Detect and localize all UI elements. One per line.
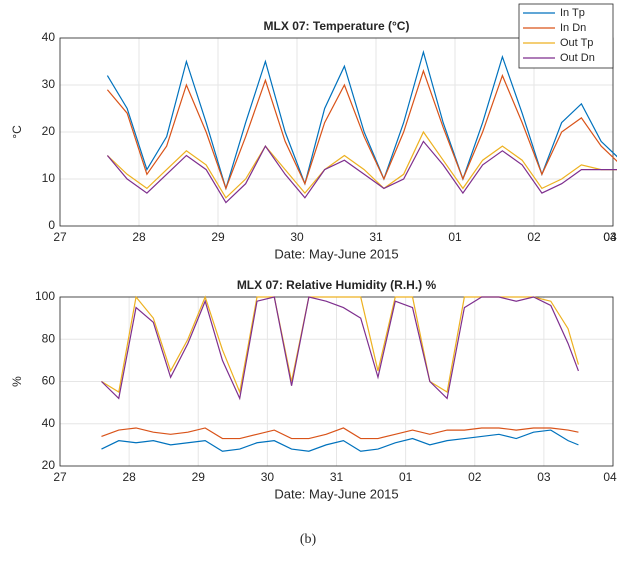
x-tick-label: 03 — [603, 230, 617, 244]
legend-label: Out Dn — [560, 52, 595, 64]
x-tick-label: 03 — [537, 470, 551, 484]
x-tick-label: 30 — [290, 230, 304, 244]
x-tick-label: 01 — [399, 470, 413, 484]
x-tick-label: 02 — [527, 230, 541, 244]
y-tick-label: 20 — [42, 124, 56, 138]
y-tick-label: 30 — [42, 77, 56, 91]
x-tick-label: 01 — [448, 230, 462, 244]
x-axis-label: Date: May-June 2015 — [274, 246, 398, 261]
axes-box — [59, 37, 614, 227]
x-tick-label: 31 — [330, 470, 344, 484]
y-axis-label: °C — [10, 125, 24, 139]
x-tick-label: 02 — [468, 470, 482, 484]
legend-label: In Dn — [560, 22, 586, 34]
y-tick-label: 0 — [48, 218, 55, 232]
x-tick-label: 04 — [603, 470, 617, 484]
line — [101, 429, 579, 452]
x-tick-label: 29 — [211, 230, 225, 244]
legend-label: In Tp — [560, 7, 585, 19]
y-tick-label: 40 — [42, 30, 56, 44]
chart-title: MLX 07: Temperature (°C) — [264, 19, 410, 33]
x-tick-label: 04 — [603, 230, 617, 244]
x-tick-label: 27 — [53, 230, 67, 244]
line — [106, 69, 617, 191]
x-axis-label: Date: May-June 2015 — [274, 486, 398, 501]
y-tick-label: 40 — [42, 416, 56, 430]
x-tick-label: 30 — [261, 470, 275, 484]
line — [101, 296, 579, 401]
legend-label: Out Tp — [560, 37, 593, 49]
line — [101, 295, 580, 395]
y-tick-label: 100 — [35, 289, 55, 303]
y-tick-label: 60 — [42, 374, 56, 388]
x-tick-label: 28 — [122, 470, 136, 484]
legend-box — [518, 3, 614, 69]
x-tick-label: 31 — [369, 230, 383, 244]
x-tick-label: 29 — [192, 470, 206, 484]
x-tick-label: 28 — [132, 230, 146, 244]
caption: (b) — [300, 532, 317, 547]
x-tick-label: 27 — [53, 470, 67, 484]
y-tick-label: 10 — [42, 171, 56, 185]
y-tick-label: 80 — [42, 331, 56, 345]
line — [106, 140, 617, 204]
y-axis-label: % — [10, 376, 24, 387]
line — [101, 427, 579, 440]
y-tick-label: 20 — [42, 458, 56, 472]
chart-title: MLX 07: Relative Humidity (R.H.) % — [237, 278, 437, 292]
